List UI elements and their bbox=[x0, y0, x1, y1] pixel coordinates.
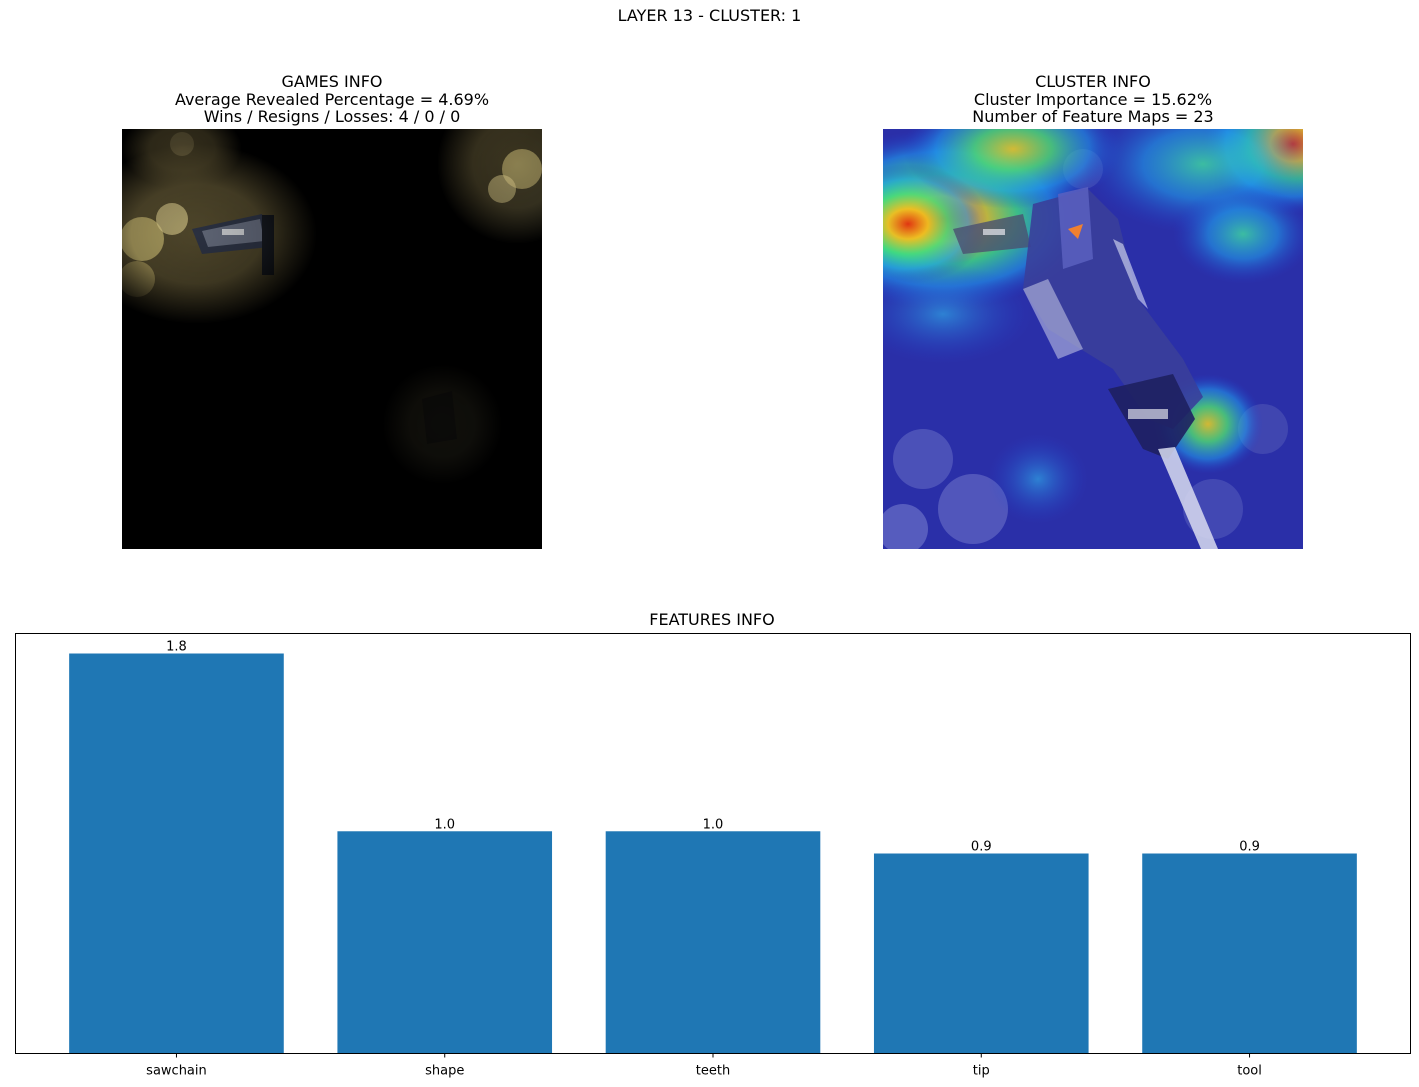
number-of-feature-maps: Number of Feature Maps = 23 bbox=[972, 107, 1214, 126]
average-revealed-percentage: Average Revealed Percentage = 4.69% bbox=[174, 89, 490, 109]
bar-value-label-tip: 0.9 bbox=[971, 840, 992, 855]
figure-title: LAYER 13 - CLUSTER: 1 bbox=[617, 6, 802, 25]
bar-teeth bbox=[605, 831, 821, 1054]
x-tick-label-tip: tip bbox=[973, 1064, 990, 1079]
wins-resigns-losses: Wins / Resigns / Losses: 4 / 0 / 0 bbox=[203, 107, 461, 126]
cluster-heatmap-image bbox=[883, 129, 1303, 549]
revealed-scene bbox=[122, 129, 542, 549]
x-tick-label-teeth: teeth bbox=[696, 1064, 730, 1079]
games-info-title: GAMES INFO bbox=[281, 72, 383, 91]
bar-tool bbox=[1142, 853, 1357, 1054]
x-tick-label-sawchain: sawchain bbox=[146, 1064, 207, 1079]
bar-value-label-tool: 0.9 bbox=[1239, 840, 1260, 855]
bars-layer: 1.8 1.0 1.0 0.9 0.9 bbox=[69, 640, 1357, 1054]
cluster-info-header: CLUSTER INFO Cluster Importance = 15.62%… bbox=[843, 73, 1343, 126]
x-ticks: sawchain shape teeth tip tool bbox=[146, 1053, 1262, 1079]
bar-value-label-sawchain: 1.8 bbox=[166, 640, 187, 655]
bar-shape bbox=[337, 831, 553, 1054]
bar-value-label-shape: 1.0 bbox=[434, 817, 455, 832]
bar-value-label-teeth: 1.0 bbox=[703, 817, 724, 832]
tool-silhouette bbox=[1023, 187, 1218, 549]
bar-tip bbox=[873, 853, 1089, 1054]
bar-sawchain bbox=[69, 653, 284, 1054]
games-info-header: GAMES INFO Average Revealed Percentage =… bbox=[82, 73, 582, 126]
x-tick-label-shape: shape bbox=[425, 1064, 464, 1079]
x-tick-label-tool: tool bbox=[1237, 1064, 1262, 1079]
cluster-importance: Cluster Importance = 15.62% bbox=[973, 89, 1213, 109]
cluster-info-title: CLUSTER INFO bbox=[1035, 72, 1151, 91]
features-info-title: FEATURES INFO bbox=[649, 610, 775, 629]
revealed-image bbox=[122, 129, 542, 549]
